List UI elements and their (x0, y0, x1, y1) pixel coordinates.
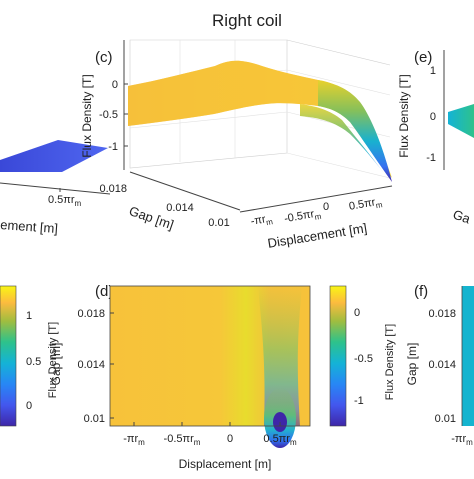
panel-e: (e) 1 0 -1 Flux Density [T] Ga (397, 49, 474, 227)
left-partial-surface-panel: 0.5πrm ement [m] (0, 140, 111, 236)
panel-f-y-tick-014: 0.014 (428, 359, 456, 371)
panel-f-ylabel: Gap [m] (405, 343, 419, 386)
panel-d-heatmap-dip (258, 286, 302, 426)
panel-e-z-tick-m1: -1 (426, 152, 436, 164)
panel-c-grid-line (286, 69, 391, 96)
panel-c-grid-line (286, 152, 391, 179)
panel-d-colorbar-label: Flux Density [T] (384, 324, 396, 400)
panel-f-x-tick-m1: -πrm (451, 433, 473, 447)
panel-d-y-tick-014: 0.014 (77, 359, 105, 371)
panel-d-x-tick-m05: -0.5πrm (164, 433, 201, 447)
panel-c-z-tick-05: -0.5 (99, 109, 118, 121)
panel-c-disp-tick-05: 0.5πrm (348, 195, 383, 215)
panel-f-y-tick-01: 0.01 (435, 413, 456, 425)
panel-c-label: (c) (95, 49, 113, 66)
panel-e-label: (e) (414, 49, 432, 66)
panel-c-gap-tick-014: 0.014 (166, 202, 194, 214)
left-colorbar: 1 0.5 0 Flux Density [T] (0, 285, 59, 427)
panel-f-label: (f) (414, 283, 428, 300)
panel-d-colorbar-tick-0: 0 (354, 307, 360, 319)
panel-d-x-tick-05: 0.5πrm (263, 433, 297, 447)
panel-f: (f) 0.018 0.014 0.01 Gap [m] -πrm (405, 283, 474, 447)
panel-e-z-tick-0: 0 (430, 111, 436, 123)
panel-f-heatmap (462, 286, 474, 426)
panel-c-z-tick-0: 0 (112, 79, 118, 91)
panel-c-disp-tick-m05: -0.5πrm (283, 207, 322, 227)
panel-c-gap-tick-01: 0.01 (208, 217, 229, 229)
panel-c-z-tick-1: -1 (108, 141, 118, 153)
panel-c-surface-cliff (318, 80, 392, 182)
figure-title: Right coil (212, 11, 282, 30)
panel-d-colorbar-tick-05: -0.5 (354, 353, 373, 365)
panel-e-gap-label: Ga (451, 207, 473, 227)
left-colorbar-tick-1: 1 (26, 310, 32, 322)
panel-c-disp-axis (239, 185, 393, 213)
panel-c-gap-tick-018: 0.018 (99, 183, 127, 195)
left-surface (0, 140, 108, 172)
panel-c-disp-label: Displacement [m] (267, 220, 369, 251)
panel-d-ylabel: Gap [m] (49, 343, 63, 386)
panel-e-surface (448, 104, 474, 138)
panel-c-disp-tick-m1: -πrm (250, 212, 274, 230)
panel-c-grid-line (286, 39, 391, 66)
left-colorbar-tick-05: 0.5 (26, 356, 41, 368)
panel-e-z-tick-1: 1 (430, 65, 436, 77)
panel-d-frame (109, 285, 311, 427)
panel-c-gap-axis (129, 171, 241, 211)
panel-d: (d) 0.018 0.014 0.01 Gap [m] -πrm -0.5πr… (49, 283, 396, 471)
panel-f-y-tick-018: 0.018 (428, 308, 456, 320)
panel-c-grid-line (129, 111, 288, 129)
panel-d-colorbar (329, 285, 347, 427)
panel-d-colorbar-tick-1: -1 (354, 395, 364, 407)
panel-c-zlabel: Flux Density [T] (80, 74, 94, 157)
panel-c-surface-cliff-front (300, 104, 392, 184)
panel-e-zlabel: Flux Density [T] (397, 74, 411, 157)
panel-d-y-tick-01: 0.01 (84, 413, 105, 425)
left-xlabel-fragment: ement [m] (0, 217, 58, 236)
panel-c-surface-front (128, 60, 318, 126)
left-colorbar-gradient (0, 285, 17, 427)
panel-c-disp-tick-0: 0 (323, 201, 329, 213)
panel-d-y-tick-018: 0.018 (77, 308, 105, 320)
left-axis-line (0, 182, 111, 195)
left-disp-tick: 0.5πrm (48, 194, 82, 208)
panel-d-x-tick-m1: -πrm (123, 433, 145, 447)
panel-c: (c) 0 -0.5 -1 Flux Density [T] 0.018 0.0… (80, 39, 393, 251)
left-colorbar-label: Flux Density [T] (47, 322, 59, 398)
panel-d-label: (d) (95, 283, 113, 300)
panel-d-x-tick-0: 0 (227, 433, 233, 445)
left-colorbar-tick-0: 0 (26, 400, 32, 412)
panel-d-xlabel: Displacement [m] (179, 457, 272, 471)
